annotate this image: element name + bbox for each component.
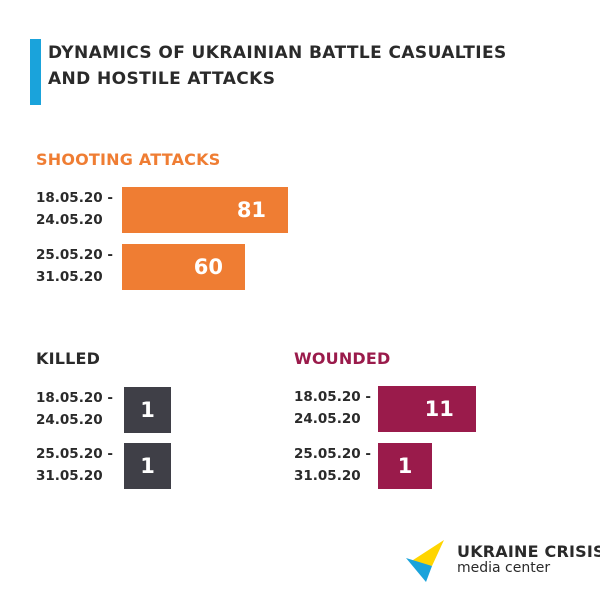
killed-bar-2: 1 <box>124 443 171 489</box>
wounded-bar-2-value: 1 <box>397 454 413 478</box>
title-line-2: AND HOSTILE ATTACKS <box>48 69 276 89</box>
shooting-row-2-label: 25.05.20 - 31.05.20 <box>36 247 113 285</box>
wounded-bar-2: 1 <box>378 443 432 489</box>
title-accent-bar <box>30 39 41 105</box>
ukraine-crisis-logo: UKRAINE CRISIS media center <box>404 536 600 584</box>
logo-subtitle: media center <box>457 560 551 576</box>
shooting-bar-1-value: 81 <box>236 198 267 222</box>
killed-row-1-label: 18.05.20 - 24.05.20 <box>36 390 113 428</box>
shooting-bar-1: 81 <box>122 187 289 233</box>
shooting-attacks-title: SHOOTING ATTACKS <box>36 150 221 169</box>
wounded-row-2-label: 25.05.20 - 31.05.20 <box>294 446 371 484</box>
shooting-bar-2-value: 60 <box>193 255 223 279</box>
killed-bar-2-value: 1 <box>140 454 155 478</box>
killed-title: KILLED <box>36 349 101 368</box>
title-line-1: DYNAMICS OF UKRAINIAN BATTLE CASUALTIES <box>48 43 507 63</box>
logo-mark-icon <box>406 540 444 582</box>
wounded-row-1-label: 18.05.20 - 24.05.20 <box>294 389 371 427</box>
shooting-row-1-label: 18.05.20 - 24.05.20 <box>36 190 113 228</box>
wounded-bar-1: 11 <box>378 386 476 432</box>
wounded-title: WOUNDED <box>294 349 391 368</box>
wounded-bar-1-value: 11 <box>424 397 454 421</box>
shooting-bar-2: 60 <box>122 244 245 290</box>
page-title: DYNAMICS OF UKRAINIAN BATTLE CASUALTIES … <box>48 40 568 92</box>
killed-row-2-label: 25.05.20 - 31.05.20 <box>36 446 113 484</box>
killed-bar-1: 1 <box>124 387 171 433</box>
killed-bar-1-value: 1 <box>140 398 155 422</box>
logo-name: UKRAINE CRISIS <box>457 542 600 561</box>
